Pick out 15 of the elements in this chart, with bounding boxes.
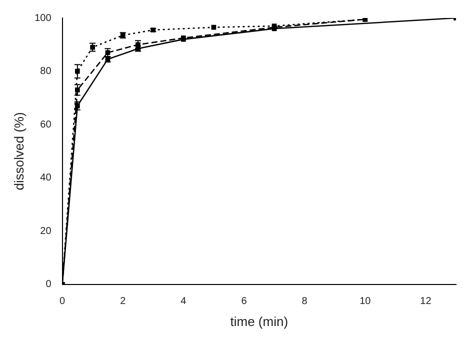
x-tick-label: 12 [420, 296, 432, 308]
x-tick-label: 8 [302, 296, 308, 308]
x-tick-label: 0 [60, 296, 66, 308]
y-axis-title: dissolved (%) [11, 112, 26, 190]
x-tick-label: 6 [241, 296, 248, 308]
y-tick-label: 0 [46, 279, 52, 290]
y-tick-label: 20 [40, 226, 52, 237]
x-tick-label: 10 [360, 296, 372, 308]
x-tick-label: 4 [180, 296, 187, 308]
x-tick-label: 2 [120, 296, 126, 308]
y-tick-label: 100 [34, 12, 52, 24]
y-tick-label: 40 [40, 172, 52, 184]
x-axis-title: time (min) [230, 314, 288, 329]
y-tick-label: 80 [40, 66, 52, 78]
y-tick-label: 60 [40, 119, 52, 130]
